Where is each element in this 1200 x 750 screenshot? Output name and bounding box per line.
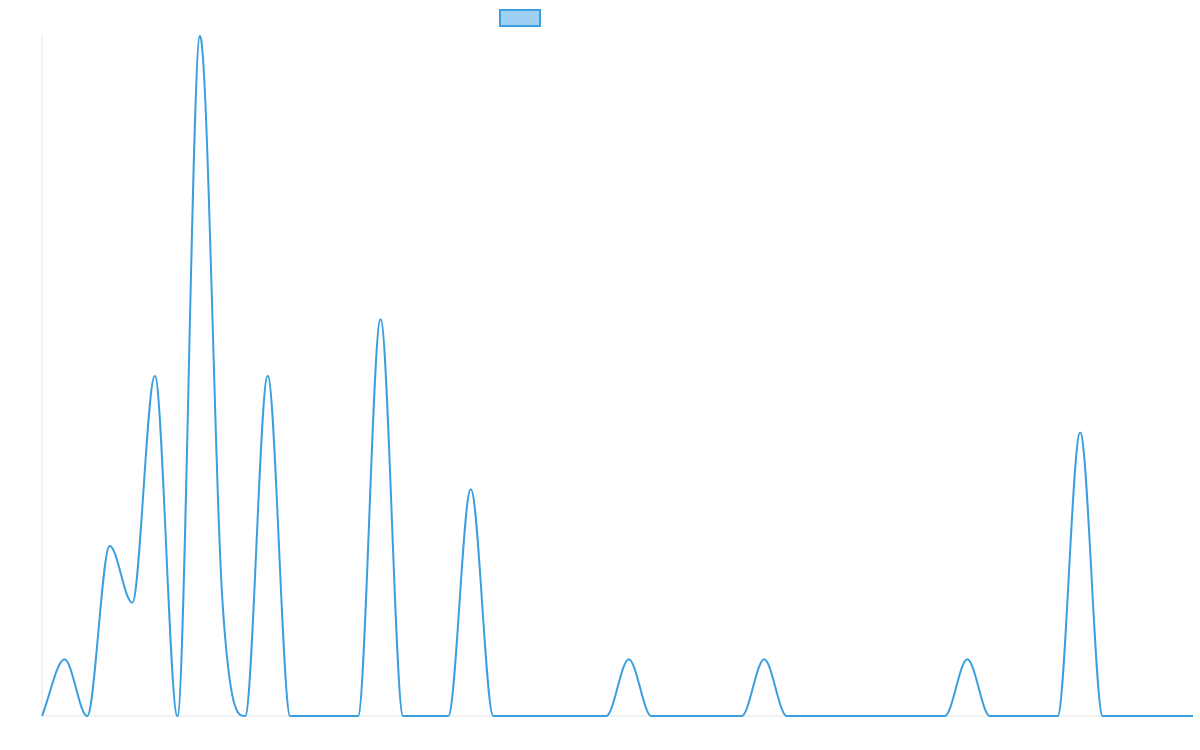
data-point[interactable] [1145, 713, 1151, 719]
legend[interactable] [499, 9, 541, 27]
data-point[interactable] [626, 656, 632, 662]
data-point[interactable] [1190, 713, 1196, 719]
data-point[interactable] [964, 656, 970, 662]
data-point[interactable] [581, 713, 587, 719]
data-point[interactable] [197, 33, 203, 39]
data-point[interactable] [129, 600, 135, 606]
data-point[interactable] [490, 713, 496, 719]
data-point[interactable] [310, 713, 316, 719]
data-point[interactable] [897, 713, 903, 719]
data-point[interactable] [603, 713, 609, 719]
data-point[interactable] [242, 713, 248, 719]
data-point[interactable] [987, 713, 993, 719]
data-point[interactable] [355, 713, 361, 719]
data-point[interactable] [62, 656, 68, 662]
data-point[interactable] [1167, 713, 1173, 719]
data-point[interactable] [287, 713, 293, 719]
data-point[interactable] [265, 373, 271, 379]
data-point[interactable] [874, 713, 880, 719]
data-point[interactable] [332, 713, 338, 719]
data-point[interactable] [513, 713, 519, 719]
data-point[interactable] [761, 656, 767, 662]
data-point[interactable] [716, 713, 722, 719]
data-point[interactable] [919, 713, 925, 719]
data-point[interactable] [739, 713, 745, 719]
data-point[interactable] [1009, 713, 1015, 719]
data-point[interactable] [671, 713, 677, 719]
data-point[interactable] [1055, 713, 1061, 719]
points-group [39, 33, 1196, 719]
series-line-1 [41, 35, 1193, 717]
data-point[interactable] [693, 713, 699, 719]
data-point[interactable] [1077, 430, 1083, 436]
data-point[interactable] [829, 713, 835, 719]
data-point[interactable] [1032, 713, 1038, 719]
data-point[interactable] [1122, 713, 1128, 719]
data-point[interactable] [942, 713, 948, 719]
data-point[interactable] [378, 316, 384, 322]
data-point[interactable] [152, 373, 158, 379]
data-point[interactable] [648, 713, 654, 719]
legend-swatch-series-1[interactable] [499, 9, 541, 27]
series-group [41, 35, 1193, 717]
data-point[interactable] [445, 713, 451, 719]
data-point[interactable] [400, 713, 406, 719]
data-point[interactable] [107, 543, 113, 549]
data-point[interactable] [39, 713, 45, 719]
data-point[interactable] [174, 713, 180, 719]
data-point[interactable] [84, 713, 90, 719]
data-point[interactable] [220, 600, 226, 606]
data-point[interactable] [851, 713, 857, 719]
data-point[interactable] [1100, 713, 1106, 719]
data-point[interactable] [423, 713, 429, 719]
data-point[interactable] [558, 713, 564, 719]
data-point[interactable] [536, 713, 542, 719]
data-point[interactable] [806, 713, 812, 719]
data-point[interactable] [784, 713, 790, 719]
data-point[interactable] [468, 486, 474, 492]
